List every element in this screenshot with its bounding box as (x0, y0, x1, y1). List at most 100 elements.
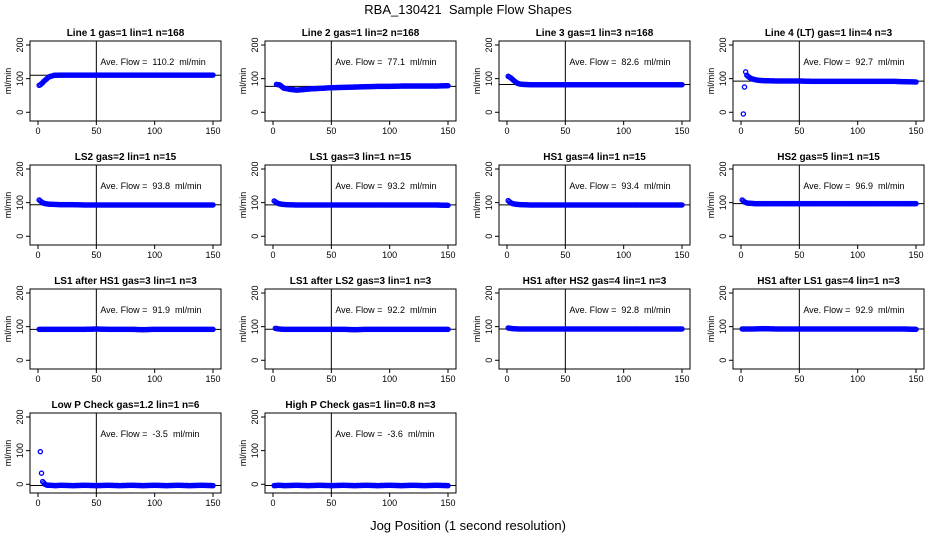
x-tick-label: 150 (440, 126, 455, 136)
panel-14: High P Check gas=1 lin=0.8 n=3 0 50 100 150 0… (238, 400, 457, 508)
panel-12: HS1 after LS1 gas=4 lin=1 n=3 0 50 100 150 0 1… (706, 276, 925, 384)
y-axis-label: ml/min (238, 68, 248, 95)
x-tick-label: 50 (794, 374, 804, 384)
x-tick-label: 150 (908, 126, 923, 136)
x-tick-label: 100 (616, 374, 631, 384)
x-tick-label: 0 (504, 374, 509, 384)
x-tick-label: 0 (504, 126, 509, 136)
data-point (210, 72, 216, 78)
y-axis-label: ml/min (472, 68, 482, 95)
y-tick-label: 200 (15, 37, 25, 52)
average-flow-annotation: Ave. Flow = 77.1 ml/min (335, 57, 436, 67)
x-tick-label: 100 (382, 126, 397, 136)
x-tick-label: 150 (440, 250, 455, 260)
y-tick-label: 200 (250, 285, 260, 300)
y-axis-label: ml/min (472, 192, 482, 219)
figure-title: RBA_130421 Sample Flow Shapes (364, 2, 572, 17)
panel-13: Low P Check gas=1.2 lin=1 n=6 0 50 100 150 0 1… (3, 400, 222, 508)
panel-8: HS2 gas=5 lin=1 n=15 0 50 100 150 0 100 200 ml/m… (706, 152, 925, 260)
panel-7: HS1 gas=4 lin=1 n=15 0 50 100 150 0 100 200 ml/m… (472, 152, 691, 260)
panel-title: HS1 after HS2 gas=4 lin=1 n=3 (523, 276, 667, 287)
x-tick-label: 50 (560, 250, 570, 260)
y-tick-label: 0 (250, 358, 260, 363)
panel-11: HS1 after HS2 gas=4 lin=1 n=3 0 50 100 150 0 1… (472, 276, 691, 384)
data-point (445, 82, 451, 89)
data-point (679, 81, 685, 88)
x-tick-label: 100 (850, 374, 865, 384)
x-tick-label: 150 (674, 126, 689, 136)
x-tick-label: 100 (147, 250, 162, 260)
y-tick-label: 0 (484, 110, 494, 115)
average-flow-annotation: Ave. Flow = -3.5 ml/min (100, 429, 199, 439)
y-tick-label: 100 (484, 195, 494, 210)
panel-title: LS1 after HS1 gas=3 lin=1 n=3 (54, 276, 197, 287)
panel-title: Line 1 gas=1 lin=1 n=168 (67, 28, 185, 39)
y-tick-label: 0 (250, 482, 260, 487)
y-axis-label: ml/min (238, 440, 248, 467)
y-tick-label: 0 (484, 358, 494, 363)
x-tick-label: 0 (35, 374, 40, 384)
average-flow-annotation: Ave. Flow = 93.2 ml/min (335, 181, 436, 191)
y-tick-label: 200 (15, 161, 25, 176)
y-tick-label: 200 (718, 285, 728, 300)
data-point (445, 482, 451, 489)
x-tick-label: 50 (326, 126, 336, 136)
panel-title: LS1 gas=3 lin=1 n=15 (310, 152, 412, 163)
y-tick-label: 0 (250, 234, 260, 239)
y-tick-label: 200 (250, 161, 260, 176)
y-axis-label: ml/min (472, 316, 482, 343)
y-tick-label: 200 (484, 161, 494, 176)
x-tick-label: 50 (560, 374, 570, 384)
x-tick-label: 50 (326, 498, 336, 508)
data-point (210, 202, 216, 208)
panel-2: Line 2 gas=1 lin=2 n=168 0 50 100 150 0 100 200… (238, 28, 457, 136)
data-point (913, 200, 919, 207)
y-tick-label: 200 (250, 409, 260, 424)
panel-1: Line 1 gas=1 lin=1 n=168 0 50 100 150 0 100 200… (3, 28, 222, 136)
average-flow-annotation: Ave. Flow = 92.2 ml/min (335, 305, 436, 315)
x-tick-label: 100 (382, 250, 397, 260)
x-tick-label: 150 (908, 374, 923, 384)
x-tick-label: 150 (205, 250, 220, 260)
x-tick-label: 100 (147, 374, 162, 384)
y-tick-label: 0 (484, 234, 494, 239)
x-tick-label: 0 (35, 250, 40, 260)
x-tick-label: 0 (738, 374, 743, 384)
y-tick-label: 100 (718, 71, 728, 86)
y-tick-label: 100 (250, 195, 260, 210)
y-tick-label: 0 (250, 110, 260, 115)
plot-frame (732, 164, 925, 246)
y-tick-label: 0 (718, 234, 728, 239)
y-tick-label: 200 (15, 285, 25, 300)
data-point (445, 202, 451, 209)
y-tick-label: 100 (15, 71, 25, 86)
data-point (679, 326, 685, 332)
x-axis-caption: Jog Position (1 second resolution) (370, 518, 566, 533)
x-tick-label: 50 (326, 374, 336, 384)
y-tick-label: 0 (15, 482, 25, 487)
y-tick-label: 100 (718, 195, 728, 210)
y-axis-label: ml/min (706, 192, 716, 219)
data-point (913, 326, 919, 333)
average-flow-annotation: Ave. Flow = 110.2 ml/min (100, 57, 205, 67)
y-tick-label: 200 (15, 409, 25, 424)
plot-frame (29, 412, 222, 494)
data-point (741, 84, 748, 90)
data-point (445, 326, 451, 333)
x-tick-label: 100 (616, 126, 631, 136)
y-tick-label: 0 (718, 110, 728, 115)
x-tick-label: 50 (794, 250, 804, 260)
y-axis-label: ml/min (238, 316, 248, 343)
panel-title: HS1 gas=4 lin=1 n=15 (543, 152, 646, 163)
x-tick-label: 150 (674, 374, 689, 384)
x-tick-label: 50 (91, 498, 101, 508)
y-axis-label: ml/min (3, 68, 13, 95)
x-tick-label: 150 (205, 374, 220, 384)
x-tick-label: 100 (616, 250, 631, 260)
average-flow-annotation: Ave. Flow = 93.8 ml/min (100, 181, 201, 191)
x-tick-label: 0 (270, 250, 275, 260)
panel-title: HS2 gas=5 lin=1 n=15 (777, 152, 880, 163)
average-flow-annotation: Ave. Flow = 93.4 ml/min (569, 181, 670, 191)
x-tick-label: 0 (738, 250, 743, 260)
